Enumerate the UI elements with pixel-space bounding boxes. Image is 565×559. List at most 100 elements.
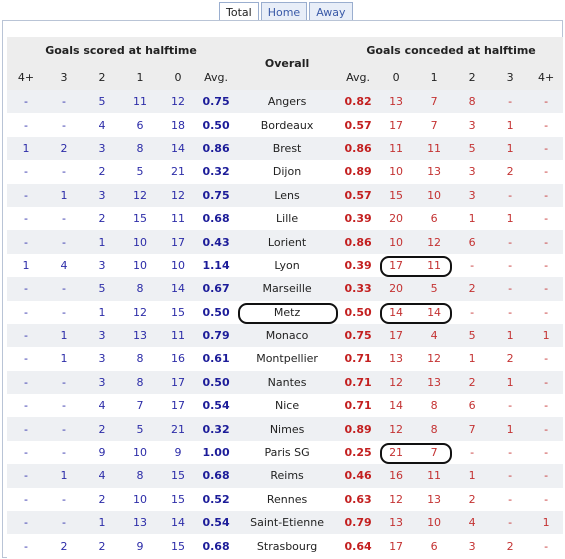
conceded-count-cell: - xyxy=(491,253,530,278)
conceded-count-cell: 4 xyxy=(415,323,454,348)
scored-count-cell: - xyxy=(45,277,83,301)
team-name: Strasbourg xyxy=(235,534,340,558)
scored-count-cell: 3 xyxy=(83,347,121,371)
conceded-count-cell: - xyxy=(529,464,564,488)
scored-count-cell: 4 xyxy=(83,394,121,418)
col-conceded-3: 3 xyxy=(491,64,530,90)
scored-avg-cell: 0.50 xyxy=(197,370,236,395)
conceded-count-cell: 21 xyxy=(377,440,416,465)
team-name: Monaco xyxy=(235,323,340,348)
team-name: Lyon xyxy=(235,253,340,278)
scored-count-cell: 2 xyxy=(83,160,121,184)
conceded-count-cell: 20 xyxy=(377,206,416,231)
scored-count-cell: 11 xyxy=(159,323,197,348)
scored-avg-cell: 0.67 xyxy=(197,277,236,301)
team-name: Lorient xyxy=(235,230,340,254)
scored-count-cell: 15 xyxy=(159,300,197,324)
conceded-count-cell: 13 xyxy=(415,160,454,184)
scored-count-cell: 13 xyxy=(121,511,159,535)
scored-count-cell: 3 xyxy=(83,183,121,207)
scored-count-cell: 10 xyxy=(121,440,159,465)
conceded-title: Goals conceded at halftime xyxy=(339,37,564,64)
conceded-count-cell: 1 xyxy=(453,347,492,371)
tab-home[interactable]: Home xyxy=(260,2,308,21)
scored-count-cell: 1 xyxy=(45,347,83,371)
scored-count-cell: 3 xyxy=(83,136,121,161)
scored-avg-cell: 0.32 xyxy=(197,417,236,441)
scored-avg-cell: 0.68 xyxy=(197,206,236,231)
scored-title: Goals scored at halftime xyxy=(7,37,236,64)
scored-count-cell: 14 xyxy=(159,136,197,161)
scored-count-cell: 4 xyxy=(83,113,121,137)
conceded-count-cell: 5 xyxy=(453,136,492,161)
conceded-count-cell: - xyxy=(529,440,564,465)
conceded-count-cell: 12 xyxy=(415,230,454,254)
scored-count-cell: - xyxy=(45,300,83,324)
tab-away[interactable]: Away xyxy=(309,2,353,21)
scored-count-cell: 15 xyxy=(121,206,159,231)
team-name: Marseille xyxy=(235,277,340,301)
scored-count-cell: 18 xyxy=(159,113,197,137)
scored-count-cell: 10 xyxy=(121,487,159,512)
conceded-avg-cell: 0.50 xyxy=(339,300,378,324)
scored-count-cell: - xyxy=(7,487,45,512)
conceded-count-cell: 1 xyxy=(529,323,564,348)
scored-count-cell: - xyxy=(45,206,83,231)
conceded-count-cell: 1 xyxy=(453,206,492,231)
scored-avg-cell: 0.43 xyxy=(197,230,236,254)
scored-count-cell: 17 xyxy=(159,230,197,254)
table-row: - -1 13 14 0.54 Saint-Etienne 0.79 13 10 4-1 xyxy=(7,511,564,535)
conceded-avg-cell: 0.39 xyxy=(339,206,378,231)
scored-avg-cell: 0.79 xyxy=(197,323,236,348)
team-name: Angers xyxy=(235,90,340,114)
conceded-count-cell: 17 xyxy=(377,323,416,348)
scored-count-cell: - xyxy=(7,347,45,371)
col-scored-0: 0 xyxy=(159,64,197,90)
col-conceded-2: 2 xyxy=(453,64,492,90)
conceded-count-cell: 11 xyxy=(415,136,454,161)
scored-count-cell: 1 xyxy=(83,230,121,254)
table-row: -2 2 9 15 0.68 Strasbourg 0.64 17 6 3 2- xyxy=(7,534,564,558)
scored-count-cell: 9 xyxy=(121,534,159,558)
scored-count-cell: - xyxy=(7,464,45,488)
conceded-avg-cell: 0.57 xyxy=(339,113,378,137)
scored-count-cell: 10 xyxy=(121,230,159,254)
scored-count-cell: 17 xyxy=(159,370,197,395)
scored-count-cell: 1 xyxy=(45,323,83,348)
scored-avg-cell: 0.32 xyxy=(197,160,236,184)
conceded-count-cell: 1 xyxy=(491,323,530,348)
conceded-count-cell: - xyxy=(529,113,564,137)
conceded-count-cell: 3 xyxy=(453,534,492,558)
conceded-count-cell: - xyxy=(529,160,564,184)
conceded-count-cell: 5 xyxy=(415,277,454,301)
scored-count-cell: 5 xyxy=(121,417,159,441)
conceded-avg-cell: 0.39 xyxy=(339,253,378,278)
col-conceded-avg: Avg. xyxy=(339,64,378,90)
tab-total[interactable]: Total xyxy=(219,2,259,23)
conceded-count-cell: 8 xyxy=(415,417,454,441)
halftime-goals-table: Goals scored at halftime Overall Goals c… xyxy=(7,37,564,558)
conceded-avg-cell: 0.25 xyxy=(339,440,378,465)
conceded-count-cell: 2 xyxy=(453,277,492,301)
scored-count-cell: 13 xyxy=(121,323,159,348)
scored-count-cell: - xyxy=(45,90,83,114)
scored-count-cell: - xyxy=(7,206,45,231)
conceded-count-cell: 6 xyxy=(453,230,492,254)
conceded-count-cell: - xyxy=(529,253,564,278)
conceded-count-cell: 3 xyxy=(453,160,492,184)
scored-count-cell: - xyxy=(7,300,45,324)
conceded-count-cell: 4 xyxy=(453,511,492,535)
team-name: Rennes xyxy=(235,487,340,512)
scored-count-cell: 6 xyxy=(121,113,159,137)
conceded-count-cell: 11 xyxy=(377,136,416,161)
conceded-count-cell: 7 xyxy=(415,113,454,137)
scored-count-cell: 5 xyxy=(83,90,121,114)
scored-count-cell: 8 xyxy=(121,370,159,395)
table-row: - -2 10 15 0.52 Rennes 0.63 12 13 2- - xyxy=(7,487,564,512)
scored-avg-cell: 0.50 xyxy=(197,300,236,324)
table-row: 1 2 3 8 14 0.86 Brest 0.86 11 11 5 1- xyxy=(7,136,564,161)
scored-avg-cell: 0.75 xyxy=(197,183,236,207)
scored-avg-cell: 0.54 xyxy=(197,511,236,535)
team-name: Lens xyxy=(235,183,340,207)
conceded-count-cell: 12 xyxy=(377,417,416,441)
